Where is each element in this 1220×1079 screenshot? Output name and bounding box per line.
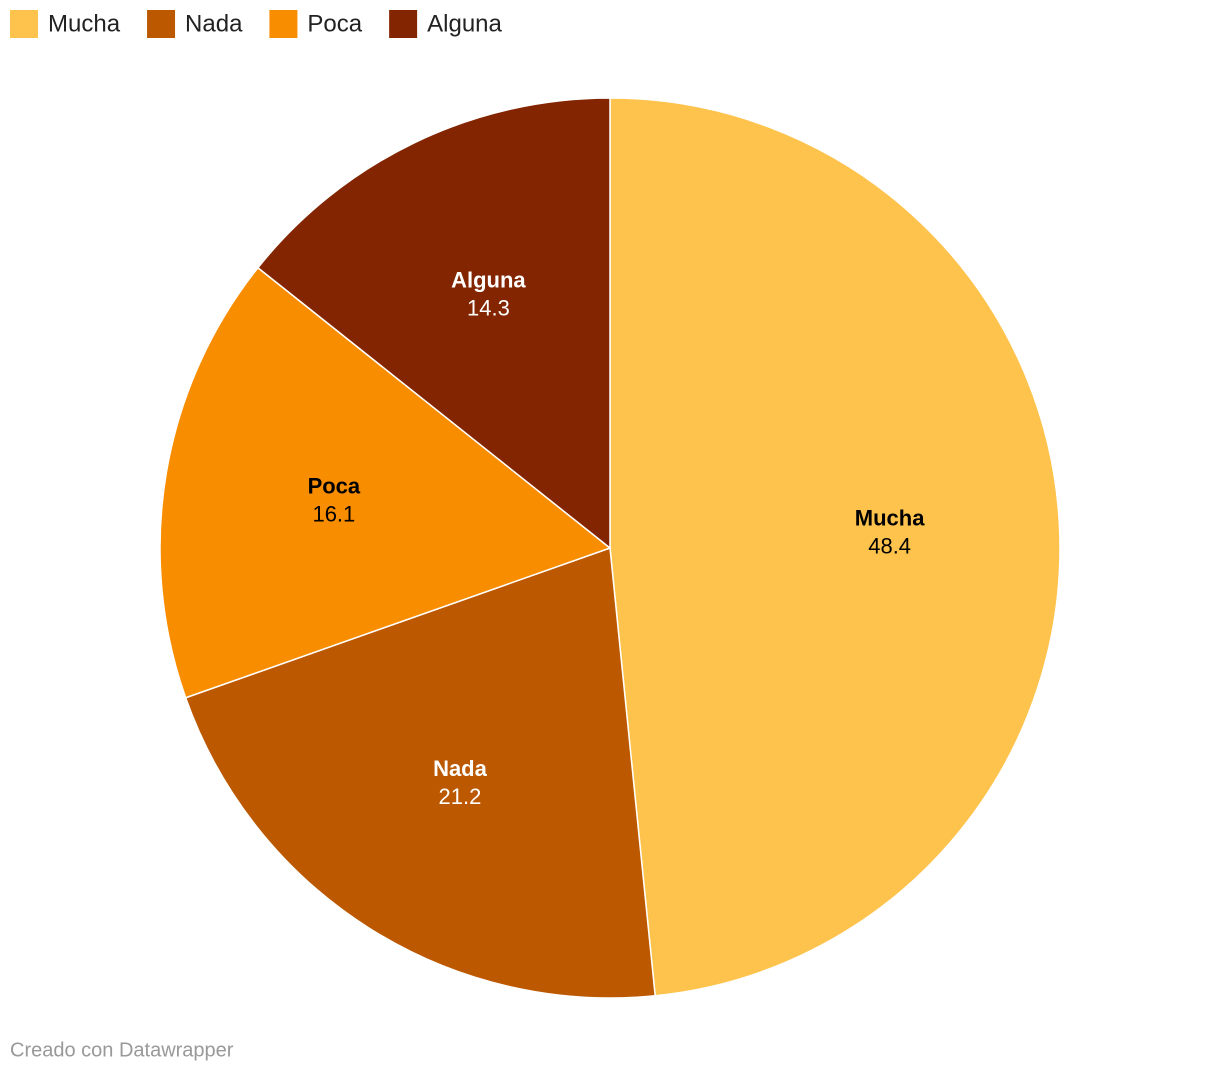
pie-slice [256,97,611,550]
pie-slice [184,546,656,999]
legend: Mucha Nada Poca Alguna [10,10,503,38]
slice-value: 14.3 [467,296,510,321]
slice-label: Poca [308,473,361,498]
pie-slice [609,97,1061,997]
slice-label: Nada [433,756,488,781]
slice-value: 48.4 [868,534,911,559]
footer: Creado con Datawrapper [10,1039,234,1061]
legend-swatch [389,10,418,38]
slice-value: 21.2 [439,784,482,809]
slice-label: Alguna [451,268,526,293]
slice-label: Mucha [855,506,925,531]
legend-label: Poca [307,10,362,37]
slice-labels: Mucha 48.4 Nada 21.2 Poca 16.1 Alguna 14.3 [308,268,926,810]
legend-swatch [147,10,176,38]
pie [159,97,1061,999]
pie-slice [159,266,612,699]
slice-value: 16.1 [312,501,355,526]
legend-swatch [269,10,298,38]
legend-label: Mucha [48,10,121,37]
legend-swatch [10,10,38,38]
legend-label: Alguna [427,10,502,37]
legend-label: Nada [185,10,243,37]
